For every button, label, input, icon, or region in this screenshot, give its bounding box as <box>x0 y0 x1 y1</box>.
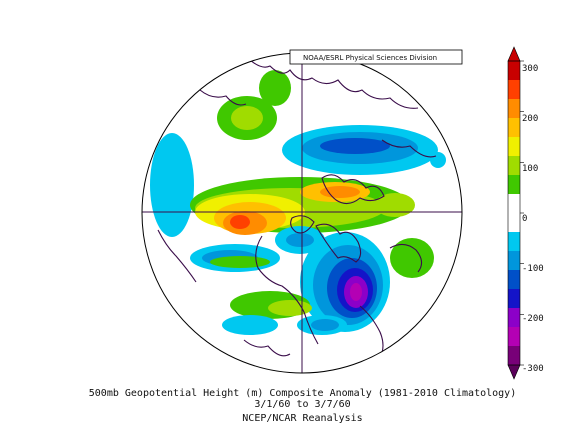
colorbar-swatch <box>508 308 520 328</box>
coastlines <box>157 59 437 359</box>
caption-title: 500mb Geopotential Height (m) Composite … <box>88 388 517 399</box>
colorbar-swatch <box>508 61 520 81</box>
colorbar-swatch <box>508 156 520 176</box>
caption-date-range: 3/1/60 to 3/7/60 <box>254 399 351 410</box>
colorbar-swatch <box>508 327 520 347</box>
colorbar-min-arrow <box>507 364 521 380</box>
colorbar-tick-label: 0 <box>522 214 528 224</box>
credit-box <box>289 49 463 65</box>
colorbar-swatch <box>508 118 520 138</box>
caption-source: NCEP/NCAR Reanalysis <box>242 413 363 424</box>
colorbar-swatch <box>508 232 520 252</box>
anomaly-region-north-pacific-negative <box>150 133 194 237</box>
colorbar-swatch <box>508 289 520 309</box>
colorbar-swatch <box>508 270 520 290</box>
colorbar-tick-label: -200 <box>522 314 544 324</box>
colorbar-swatch <box>508 346 520 366</box>
colorbar-max-arrow <box>507 46 521 62</box>
colorbar-swatch <box>508 99 520 119</box>
colorbar-swatch <box>508 251 520 271</box>
colorbar-tick-label: 300 <box>522 64 539 74</box>
colorbar-swatch <box>508 137 520 157</box>
colorbar-tick-label: -300 <box>522 364 544 374</box>
colorbar-tick-label: 200 <box>522 114 539 124</box>
credit-label: NOAA/ESRL Physical Sciences Division <box>303 54 438 62</box>
colorbar <box>507 46 524 380</box>
colorbar-tick-label: 100 <box>522 164 539 174</box>
colorbar-swatch <box>508 175 520 195</box>
anomaly-region-atlantic-positive <box>390 238 434 278</box>
colorbar-swatch <box>508 194 520 214</box>
colorbar-swatch <box>508 213 520 233</box>
colorbar-swatch <box>508 80 520 100</box>
colorbar-tick-label: -100 <box>522 264 544 274</box>
